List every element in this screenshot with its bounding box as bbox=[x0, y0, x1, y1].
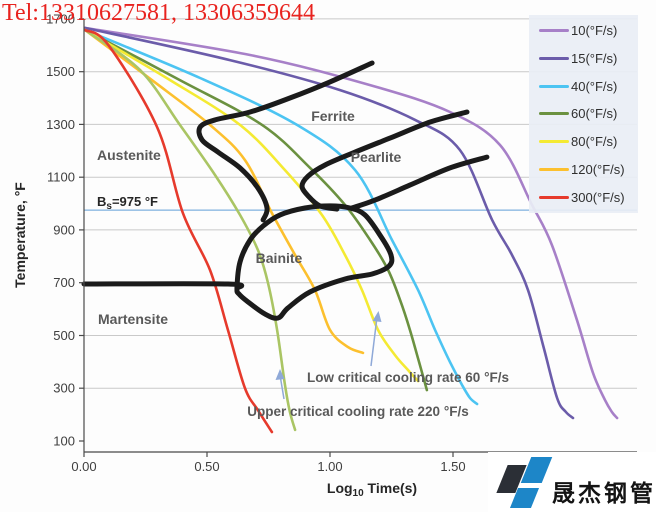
y-tick-label: 1500 bbox=[46, 64, 75, 79]
y-tick-label: 1300 bbox=[46, 117, 75, 132]
legend-label: 15(°F/s) bbox=[571, 51, 618, 67]
company-logo: 晟杰钢管 bbox=[488, 452, 656, 512]
y-tick-label: 900 bbox=[53, 222, 75, 237]
x-tick-label: 0.00 bbox=[71, 459, 96, 474]
phone-watermark: Tel:13310627581, 13306359644 bbox=[2, 0, 315, 26]
x-tick-label: 1.00 bbox=[317, 459, 342, 474]
legend-label: 120(°F/s) bbox=[571, 161, 625, 177]
legend-swatch bbox=[539, 29, 569, 33]
ferrite-start-curve bbox=[196, 60, 375, 223]
region-label-pearlite: Pearlite bbox=[351, 149, 402, 165]
cooling-curve-300 bbox=[83, 28, 274, 434]
y-tick-label: 100 bbox=[53, 434, 75, 449]
legend-swatch bbox=[539, 140, 569, 144]
logo-shape-blue-top bbox=[520, 457, 553, 483]
cooling-curve-80 bbox=[83, 28, 420, 383]
legend-item: 15(°F/s) bbox=[529, 47, 638, 71]
chart-legend: 10(°F/s) 15(°F/s) 40(°F/s) 60(°F/s) 80(°F/s)… bbox=[529, 15, 638, 213]
region-label-bainite: Bainite bbox=[256, 250, 303, 266]
cooling-curves bbox=[83, 26, 619, 434]
cooling-curve-40 bbox=[83, 28, 479, 406]
annotation-upper-critical: Upper critical cooling rate 220 °F/s bbox=[247, 404, 468, 419]
y-axis-title: Temperature, °F bbox=[12, 182, 28, 288]
x-tick-label: 1.50 bbox=[440, 459, 465, 474]
legend-swatch bbox=[539, 195, 569, 199]
legend-item: 80(°F/s) bbox=[529, 130, 638, 154]
cooling-curve-220 bbox=[83, 28, 297, 432]
legend-label: 80(°F/s) bbox=[571, 134, 618, 150]
cooling-curve-120 bbox=[83, 28, 365, 355]
bs-temperature-label: Bs=975 °F bbox=[97, 194, 158, 212]
y-tick-label: 700 bbox=[53, 275, 75, 290]
y-tick-label: 500 bbox=[53, 328, 75, 343]
y-tick-label: 1700 bbox=[46, 11, 75, 26]
axes: 1700 1500 1300 1100 900 700 500 300 100 0.00 0.50 1… bbox=[46, 11, 637, 474]
legend-item: 300(°F/s) bbox=[529, 185, 638, 209]
transformation-curves bbox=[81, 60, 490, 321]
legend-swatch bbox=[539, 112, 569, 116]
cooling-curve-15 bbox=[83, 26, 575, 420]
legend-swatch bbox=[539, 84, 569, 88]
x-axis-title: Log10 Time(s) bbox=[327, 480, 417, 499]
legend-label: 40(°F/s) bbox=[571, 78, 618, 94]
cooling-curve-60 bbox=[83, 28, 429, 392]
region-label-martensite: Martensite bbox=[98, 311, 168, 327]
low-critical-arrow bbox=[370, 311, 382, 367]
legend-item: 60(°F/s) bbox=[529, 102, 638, 126]
ms-line-curve bbox=[81, 281, 245, 291]
annotation-low-critical: Low critical cooling rate 60 °F/s bbox=[307, 370, 509, 385]
legend-label: 60(°F/s) bbox=[571, 106, 618, 122]
bainite-loop-curve bbox=[234, 203, 395, 321]
pearlite-start-curve bbox=[299, 109, 470, 212]
legend-label: 300(°F/s) bbox=[571, 189, 625, 205]
legend-item: 120(°F/s) bbox=[529, 157, 638, 181]
legend-swatch bbox=[539, 57, 569, 61]
logo-text: 晟杰钢管 bbox=[552, 480, 656, 506]
legend-item: 10(°F/s) bbox=[529, 19, 638, 43]
x-tick-label: 0.50 bbox=[194, 459, 219, 474]
legend-label: 10(°F/s) bbox=[571, 23, 618, 39]
region-label-austenite: Austenite bbox=[97, 147, 161, 163]
legend-swatch bbox=[539, 167, 569, 171]
upper-critical-arrow bbox=[275, 369, 285, 400]
legend-item: 40(°F/s) bbox=[529, 74, 638, 98]
region-label-ferrite: Ferrite bbox=[311, 108, 355, 124]
pearlite-finish-curve bbox=[349, 154, 490, 211]
y-tick-label: 1100 bbox=[47, 170, 75, 185]
y-tick-label: 300 bbox=[53, 381, 75, 396]
